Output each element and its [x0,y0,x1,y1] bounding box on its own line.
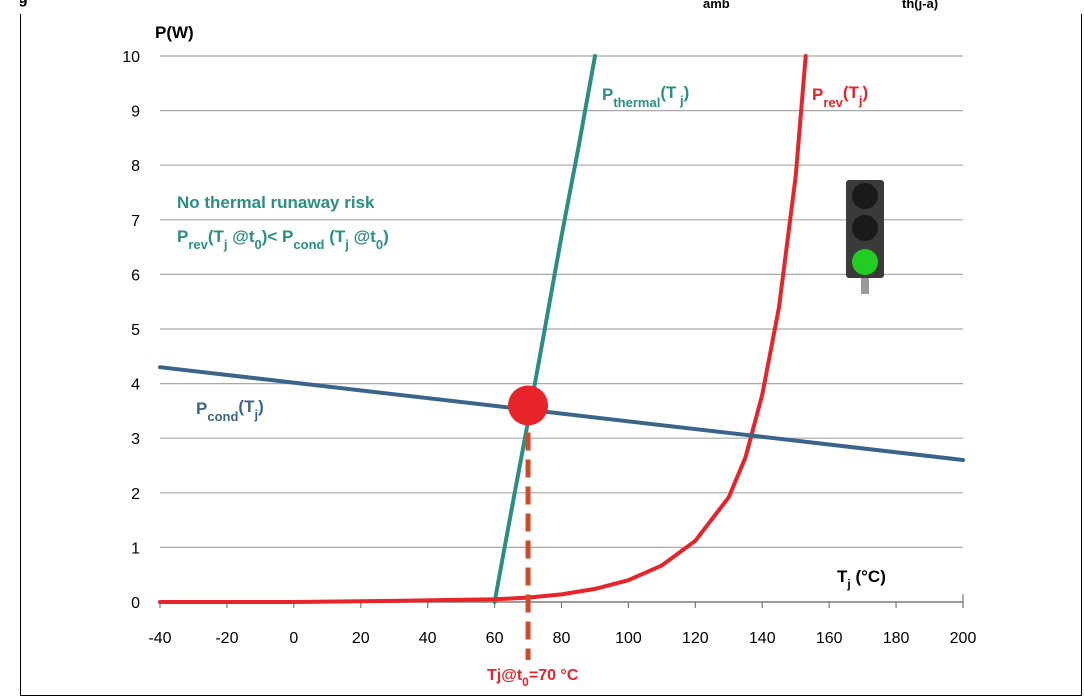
y-tick-label: 9 [131,104,140,121]
caption-fragment-3: th(j-a) [902,0,939,11]
series-line-2 [158,365,965,462]
x-axis-label: Tj (°C) [837,567,886,591]
y-tick-label: 4 [131,377,140,394]
tj-marker-label: Tj@t0=70 °C [487,667,579,689]
y-tick-label: 10 [122,49,140,66]
label-p-thermal: Pthermal(T j) [602,83,689,110]
x-tick-labels: -40 -20 0 20 40 60 80 100 120 140 160 180 200 [148,630,976,647]
series-line-0 [492,54,597,604]
y-axis-label: P(W) [155,23,194,42]
x-tick-label: -20 [215,630,238,647]
series-line-1 [158,54,808,604]
traffic-light-top-lamp [852,183,878,209]
y-tick-label: 7 [131,213,140,230]
caption-fragment-1: g [20,0,28,8]
y-tick-label: 2 [131,486,140,503]
x-tick-label: 200 [950,630,977,647]
operating-point-marker [508,385,549,426]
y-tick-label: 6 [131,267,140,284]
x-tick-label: 60 [486,630,504,647]
x-tick-label: 0 [289,630,298,647]
x-tick-label: 100 [615,630,642,647]
y-tick-labels: 0 1 2 3 4 5 6 7 8 9 10 [122,49,140,612]
x-tick-label: -40 [148,630,171,647]
x-tick-label: 40 [419,630,437,647]
y-tick-label: 8 [131,158,140,175]
x-tick-label: 120 [682,630,709,647]
x-tick-label: 20 [352,630,370,647]
y-tick-label: 1 [131,540,140,557]
x-tick-label: 160 [816,630,843,647]
series-layer [158,54,965,604]
traffic-light-pole [861,278,869,294]
gridlines [159,55,964,608]
y-tick-label: 0 [131,595,140,612]
traffic-light-middle-lamp [852,215,878,241]
x-tick-label: 140 [749,630,776,647]
caption-fragment-2: amb [703,0,730,11]
figure-caption-strip: g amb th(j-a) [20,0,1082,14]
label-p-cond: Pcond(Tj) [196,397,264,424]
x-tick-label: 180 [883,630,910,647]
y-tick-label: 3 [131,431,140,448]
traffic-light [846,180,884,294]
no-runaway-label: No thermal runaway risk [177,193,375,212]
runaway-condition-label: Prev(Tj @t0)< Pcond (Tj @t0) [177,227,389,252]
x-tick-label: 80 [553,630,571,647]
label-p-rev: Prev(Tj) [812,83,868,110]
traffic-light-bottom-lamp [852,249,878,275]
y-tick-label: 5 [131,322,140,339]
